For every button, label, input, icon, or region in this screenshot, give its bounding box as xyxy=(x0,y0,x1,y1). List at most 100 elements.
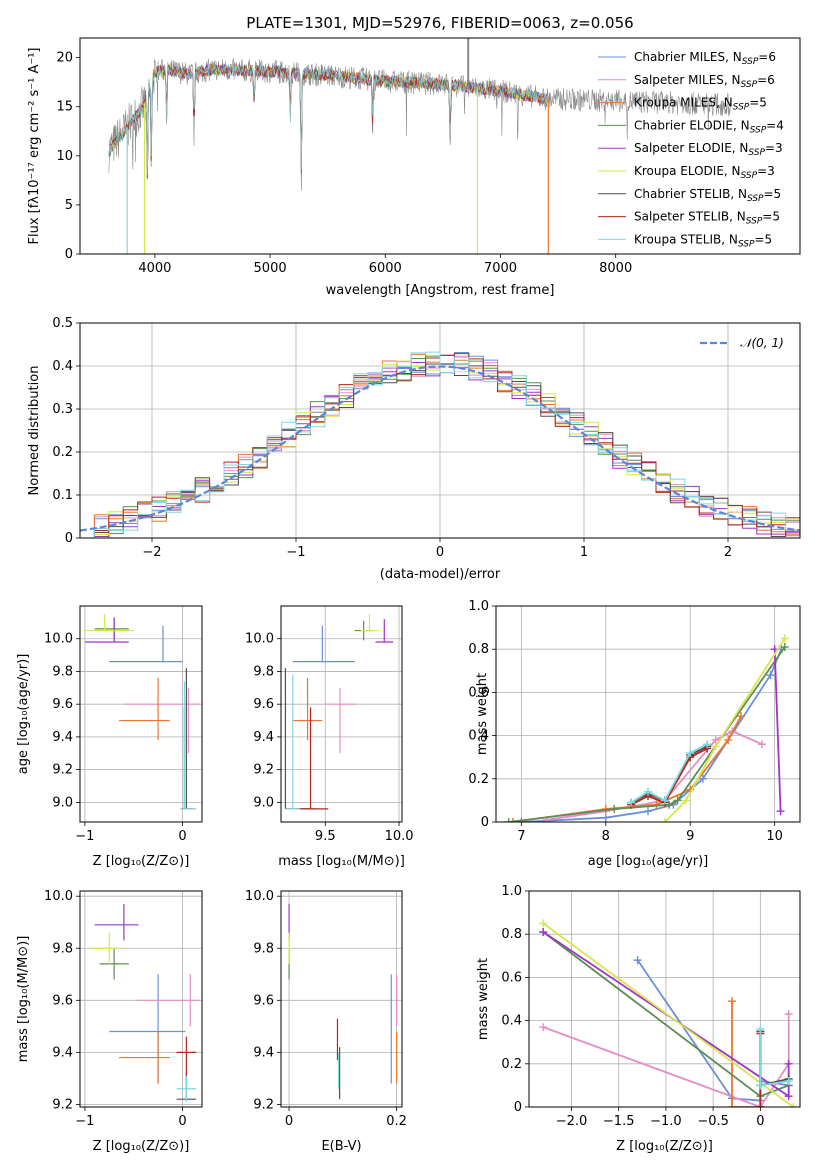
y-tick-label: 0.8 xyxy=(468,642,489,657)
x-tick-label: 0 xyxy=(178,1114,186,1129)
y-tick-label: 0.8 xyxy=(501,927,522,942)
y-ticks: 9.2 9.4 9.6 9.8 10.0 xyxy=(44,889,80,1112)
series-marker xyxy=(686,748,695,757)
axes-frame xyxy=(280,890,403,1108)
x-tick-label: −1 xyxy=(75,1114,94,1129)
y-tick-label: 10.0 xyxy=(44,632,73,647)
x-tick-label: −0.5 xyxy=(697,1114,729,1129)
errorbar-point-kroupa_elodie xyxy=(89,932,120,964)
y-axis-label: age [log₁₀(age/yr)] xyxy=(16,654,31,775)
x-tick-label: −1.0 xyxy=(650,1114,682,1129)
x-tick-label: −1 xyxy=(286,545,305,560)
axes-frame xyxy=(79,890,203,1108)
errorbar-point-salpeter_miles xyxy=(124,687,201,754)
x-axis-label: Z [log₁₀(Z/Z⊙)] xyxy=(93,854,190,869)
y-tick-label: 0.6 xyxy=(501,970,522,985)
x-axis-label: age [log₁₀(age/yr)] xyxy=(588,854,709,869)
x-tick-label: −2.0 xyxy=(556,1114,588,1129)
x-ticks: −1 0 xyxy=(75,822,187,844)
x-tick-label: 8 xyxy=(602,829,610,844)
x-tick-label: 0 xyxy=(178,829,186,844)
errorbar-point-chabrier_miles xyxy=(109,974,186,1084)
errorbar-point-chabrier_miles xyxy=(292,625,355,663)
series-marker xyxy=(756,1103,765,1107)
y-tick-label: 0.2 xyxy=(468,772,489,787)
errorbar-point-chabrier_elodie xyxy=(94,619,129,639)
series-marker xyxy=(736,712,745,721)
y-tick-label: 9.6 xyxy=(52,993,73,1008)
y-tick-label: 10 xyxy=(56,149,73,164)
x-ticks: 0 0.2 xyxy=(285,1107,407,1129)
series-marker xyxy=(711,742,720,751)
panel-mass_vs_ebv: 0 0.29.29.49.69.810.0E(B-V) xyxy=(245,889,407,1154)
x-tick-label: 8000 xyxy=(599,261,632,276)
series-marker xyxy=(784,1010,793,1019)
series-marker xyxy=(784,1059,793,1068)
errorbar-point-salpeter_stelib xyxy=(176,1036,197,1079)
line-plot xyxy=(504,634,789,822)
y-tick-label: 0.1 xyxy=(52,488,73,503)
model-spectrum-salpeter_miles xyxy=(108,63,549,172)
errorbar-point-salpeter_miles xyxy=(136,974,201,1027)
axes-frame xyxy=(495,605,801,823)
panel-mass_vs_Z: −1 0 9.2 9.4 9.6 9.8 10.0 Z [log₁₀(Z/Z⊙)] mass [… xyxy=(16,889,203,1154)
series-line-chabrier_stelib xyxy=(759,1031,789,1087)
axes-frame xyxy=(280,605,403,823)
y-tick-label: 10.0 xyxy=(245,632,274,647)
x-tick-label: 6000 xyxy=(369,261,402,276)
errorbar-point-kroupa_stelib xyxy=(285,674,301,810)
y-axis-label: Flux [fλ10⁻¹⁷ erg cm⁻² s⁻¹ A⁻¹] xyxy=(27,48,42,245)
scatter-plot xyxy=(84,614,201,810)
y-tick-label: 0 xyxy=(65,247,73,262)
series-marker xyxy=(504,818,513,822)
series-marker xyxy=(644,787,652,796)
y-tick-label: 10.0 xyxy=(44,889,73,904)
x-tick-label: −2 xyxy=(142,545,161,560)
histogram-plot xyxy=(80,351,800,538)
x-tick-label: 10.0 xyxy=(385,829,414,844)
series-line-salpeter_miles xyxy=(546,730,763,821)
x-tick-label: 9 xyxy=(686,829,694,844)
legend-entry: Salpeter ELODIE, NSSP=3 xyxy=(634,141,783,158)
errorbar-point-kroupa_miles xyxy=(292,678,323,741)
y-tick-label: 0 xyxy=(514,1100,522,1115)
series-marker xyxy=(633,956,642,965)
y-tick-label: 9.6 xyxy=(52,697,73,712)
x-ticks: 9.5 10.0 xyxy=(315,822,414,844)
model-spectrum-kroupa_stelib xyxy=(108,64,549,175)
legend-entry: Chabrier STELIB, NSSP=5 xyxy=(634,187,781,204)
y-tick-label: 0.5 xyxy=(52,316,73,331)
series-marker xyxy=(660,796,669,805)
series-line-kroupa_elodie xyxy=(542,922,794,1107)
series-marker xyxy=(610,805,619,814)
series-marker xyxy=(698,774,707,783)
x-axis-label: Z [log₁₀(Z/Z⊙)] xyxy=(616,1139,713,1154)
y-axis-label: mass [log₁₀(M/M⊙)] xyxy=(16,936,31,1063)
series-marker xyxy=(665,800,674,809)
y-tick-label: 9.2 xyxy=(52,1097,73,1112)
y-tick-label: 9.8 xyxy=(52,664,73,679)
errorbar-point-kroupa_elodie xyxy=(360,614,379,632)
y-ticks: 9.0 9.2 9.4 9.6 9.8 10.0 xyxy=(44,632,80,810)
errorbar-point-kroupa_miles xyxy=(119,1031,170,1084)
y-tick-label: 15 xyxy=(56,100,73,115)
y-tick-label: 9.8 xyxy=(52,941,73,956)
normal-curve xyxy=(80,365,800,532)
errorbar-point-kroupa_stelib xyxy=(180,681,197,810)
errorbar-point-chabrier_elodie xyxy=(99,948,129,980)
x-tick-label: 0 xyxy=(285,1114,293,1129)
x-tick-label: −1 xyxy=(75,829,94,844)
y-ticks: 0 0.2 0.4 0.6 0.8 1.0 xyxy=(468,599,496,830)
x-ticks: −1 0 xyxy=(75,1107,187,1129)
y-axis-label: Normed distribution xyxy=(27,366,42,496)
series-line-salpeter_miles xyxy=(542,1014,790,1107)
legend-entry: Salpeter STELIB, NSSP=5 xyxy=(634,210,780,227)
series-marker xyxy=(508,818,517,822)
series-marker xyxy=(728,1103,737,1107)
series-marker xyxy=(517,818,526,822)
y-axis-label: mass weight xyxy=(475,673,490,755)
series-marker xyxy=(758,740,766,749)
y-tick-label: 1.0 xyxy=(501,884,522,899)
series-marker xyxy=(784,1092,793,1101)
x-ticks: 7 8 9 10 xyxy=(517,822,783,844)
